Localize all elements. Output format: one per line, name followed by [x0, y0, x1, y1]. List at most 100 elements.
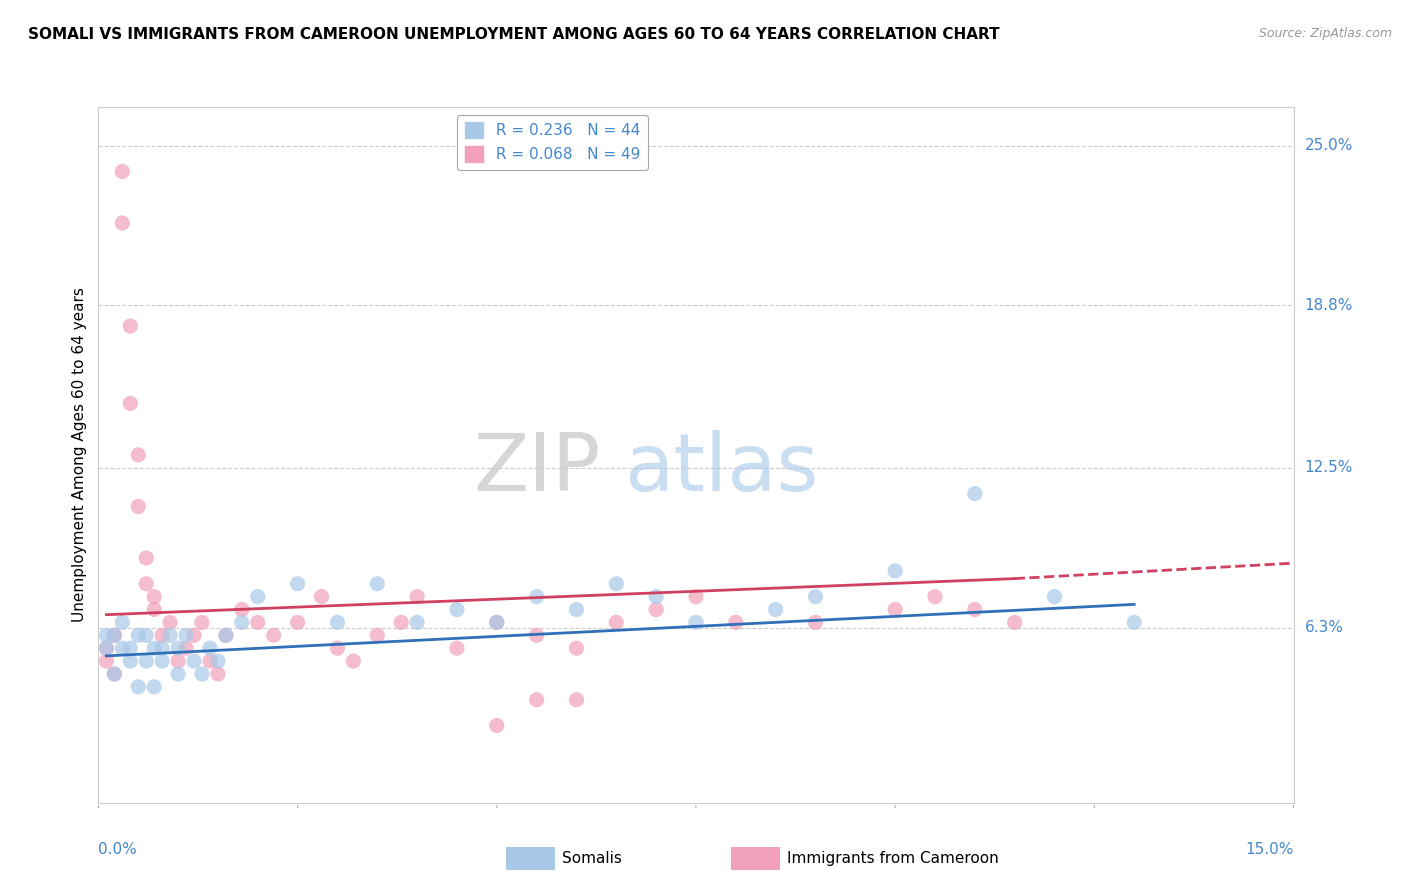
Text: 18.8%: 18.8%	[1305, 298, 1353, 313]
Point	[287, 576, 309, 591]
Text: atlas: atlas	[624, 430, 818, 508]
Point	[207, 667, 229, 681]
Point	[111, 615, 134, 630]
Point	[1004, 615, 1026, 630]
Point	[96, 654, 118, 668]
Point	[485, 615, 508, 630]
Point	[246, 615, 269, 630]
Text: Somalis: Somalis	[562, 851, 623, 866]
Point	[143, 590, 166, 604]
Point	[167, 667, 190, 681]
Point	[565, 641, 588, 656]
Point	[174, 628, 197, 642]
Legend:  R = 0.236   N = 44,  R = 0.068   N = 49: R = 0.236 N = 44, R = 0.068 N = 49	[457, 115, 648, 169]
Point	[389, 615, 412, 630]
Point	[96, 628, 118, 642]
Point	[526, 692, 548, 706]
Point	[207, 654, 229, 668]
Point	[120, 641, 142, 656]
Text: ZIP: ZIP	[472, 430, 600, 508]
Point	[1123, 615, 1146, 630]
Point	[765, 602, 787, 616]
Point	[1043, 590, 1066, 604]
Point	[159, 628, 181, 642]
Point	[406, 615, 429, 630]
Point	[127, 448, 149, 462]
Point	[127, 500, 149, 514]
Point	[406, 590, 429, 604]
Point	[96, 641, 118, 656]
Point	[127, 680, 149, 694]
Point	[120, 396, 142, 410]
Point	[884, 564, 907, 578]
Point	[191, 667, 214, 681]
Point	[120, 654, 142, 668]
Point	[183, 628, 205, 642]
Point	[924, 590, 946, 604]
Point	[485, 718, 508, 732]
Point	[287, 615, 309, 630]
Point	[685, 615, 707, 630]
Point	[605, 615, 627, 630]
Point	[804, 615, 827, 630]
Point	[150, 654, 173, 668]
Text: SOMALI VS IMMIGRANTS FROM CAMEROON UNEMPLOYMENT AMONG AGES 60 TO 64 YEARS CORREL: SOMALI VS IMMIGRANTS FROM CAMEROON UNEMP…	[28, 27, 1000, 42]
Point	[246, 590, 269, 604]
Point	[150, 628, 173, 642]
Point	[174, 641, 197, 656]
Point	[103, 628, 125, 642]
Point	[159, 615, 181, 630]
Point	[167, 641, 190, 656]
Point	[724, 615, 747, 630]
Text: 12.5%: 12.5%	[1305, 460, 1353, 475]
Text: Source: ZipAtlas.com: Source: ZipAtlas.com	[1258, 27, 1392, 40]
Point	[150, 641, 173, 656]
Point	[103, 628, 125, 642]
Point	[135, 576, 157, 591]
Point	[135, 551, 157, 566]
Point	[191, 615, 214, 630]
Point	[103, 667, 125, 681]
Point	[120, 319, 142, 334]
Point	[111, 641, 134, 656]
Text: 25.0%: 25.0%	[1305, 138, 1353, 153]
Point	[446, 641, 468, 656]
Point	[963, 602, 986, 616]
Point	[526, 590, 548, 604]
Point	[183, 654, 205, 668]
Point	[963, 486, 986, 500]
Point	[446, 602, 468, 616]
Point	[111, 164, 134, 178]
Text: 0.0%: 0.0%	[98, 842, 138, 856]
Point	[565, 692, 588, 706]
Point	[526, 628, 548, 642]
Point	[96, 641, 118, 656]
Point	[311, 590, 333, 604]
Point	[804, 590, 827, 604]
Point	[231, 602, 253, 616]
Point	[198, 641, 221, 656]
Text: 15.0%: 15.0%	[1246, 842, 1294, 856]
Point	[605, 576, 627, 591]
Point	[645, 602, 668, 616]
Point	[135, 628, 157, 642]
Point	[485, 615, 508, 630]
Point	[198, 654, 221, 668]
Point	[342, 654, 364, 668]
Point	[231, 615, 253, 630]
Point	[263, 628, 285, 642]
Point	[103, 667, 125, 681]
Point	[366, 576, 388, 591]
Point	[645, 590, 668, 604]
Point	[884, 602, 907, 616]
Text: Immigrants from Cameroon: Immigrants from Cameroon	[787, 851, 1000, 866]
Point	[215, 628, 238, 642]
Point	[143, 602, 166, 616]
Point	[326, 641, 349, 656]
Point	[565, 602, 588, 616]
Point	[135, 654, 157, 668]
Point	[366, 628, 388, 642]
Point	[111, 216, 134, 230]
Point	[127, 628, 149, 642]
Point	[215, 628, 238, 642]
